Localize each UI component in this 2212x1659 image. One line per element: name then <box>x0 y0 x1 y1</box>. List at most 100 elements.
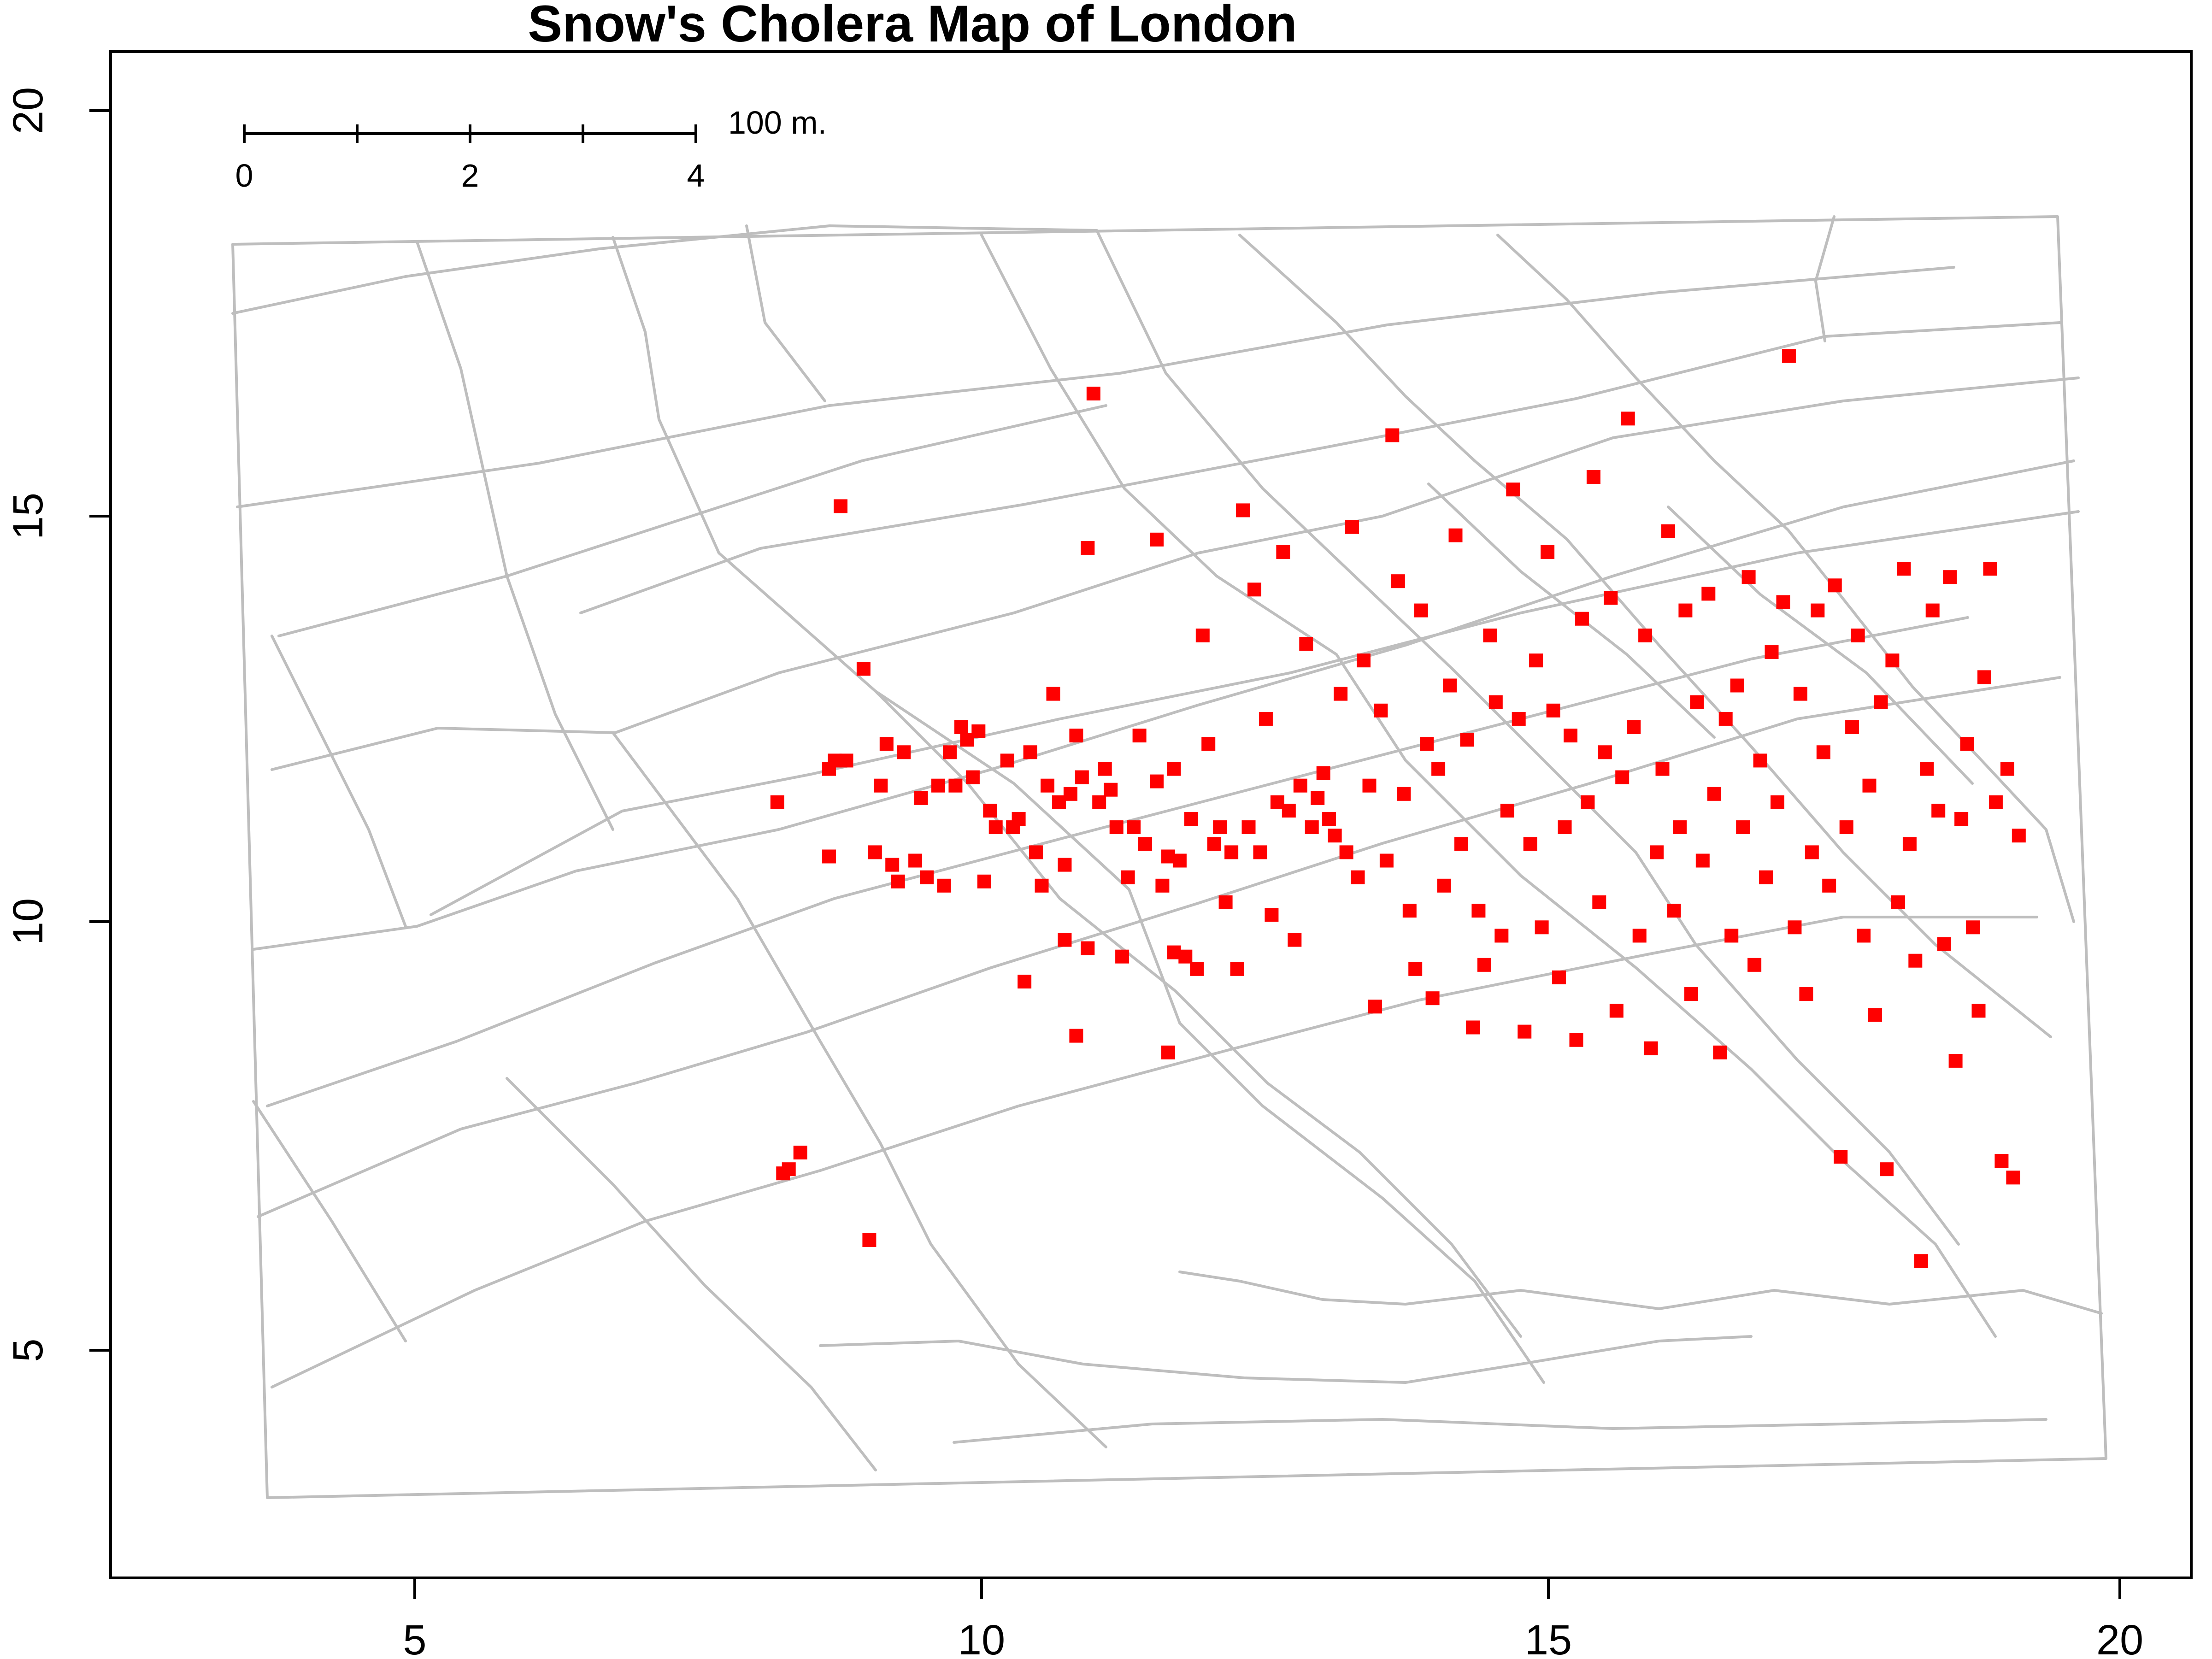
death-marker <box>793 1146 807 1159</box>
death-marker <box>1627 720 1641 734</box>
death-marker <box>1224 845 1239 859</box>
death-marker <box>1741 570 1756 584</box>
street <box>1496 234 2075 923</box>
death-marker <box>1747 958 1762 972</box>
death-marker <box>914 791 928 805</box>
death-marker <box>1799 987 1813 1001</box>
death-marker <box>1839 820 1853 835</box>
death-marker <box>1730 678 1744 693</box>
death-marker <box>1828 578 1842 593</box>
death-marker <box>1977 670 1991 684</box>
death-marker <box>1695 853 1710 868</box>
street <box>980 234 1997 1338</box>
death-marker <box>868 845 882 859</box>
death-marker <box>1408 962 1423 976</box>
death-marker <box>1397 787 1411 801</box>
street <box>266 616 1969 1107</box>
death-marker <box>1075 770 1089 784</box>
death-marker <box>1316 766 1330 780</box>
death-marker <box>2006 1171 2020 1185</box>
death-marker <box>1466 1020 1480 1035</box>
death-marker <box>1236 503 1250 518</box>
death-marker <box>948 778 963 793</box>
death-marker <box>983 804 997 818</box>
death-marker <box>1351 870 1365 884</box>
street <box>257 676 2061 1218</box>
death-marker <box>1880 1162 1894 1177</box>
street <box>612 236 1545 1384</box>
death-marker <box>862 1233 877 1247</box>
death-marker <box>1460 733 1474 747</box>
street <box>277 404 1107 637</box>
death-marker <box>1983 562 1997 576</box>
death-marker <box>1138 837 1152 851</box>
death-marker <box>1575 612 1589 626</box>
death-marker <box>1322 812 1336 826</box>
chart-title: Snow's Cholera Map of London <box>528 0 1297 53</box>
death-marker <box>1811 603 1825 618</box>
y-tick-label: 15 <box>5 493 52 540</box>
death-marker <box>1960 737 1974 751</box>
death-marker <box>1098 762 1112 776</box>
death-marker <box>1391 574 1405 588</box>
death-marker <box>1282 804 1296 818</box>
death-marker <box>1914 1254 1928 1268</box>
death-marker <box>1063 787 1077 801</box>
death-marker <box>2012 829 2026 843</box>
death-marker <box>920 870 934 884</box>
death-marker <box>1765 645 1779 659</box>
death-marker <box>839 753 853 768</box>
death-marker <box>1902 837 1917 851</box>
death-marker <box>1207 837 1221 851</box>
death-marker <box>2000 762 2014 776</box>
death-marker <box>1023 745 1037 759</box>
death-marker <box>1690 695 1704 709</box>
death-marker <box>1615 770 1630 784</box>
death-marker <box>1247 582 1261 597</box>
death-marker <box>1374 703 1388 718</box>
death-marker <box>1541 545 1555 559</box>
death-marker <box>1994 1154 2009 1168</box>
study-area-boundary <box>231 215 2107 1499</box>
street <box>745 224 826 402</box>
death-marker <box>971 724 986 738</box>
death-marker <box>834 499 847 513</box>
death-marker <box>1218 895 1233 909</box>
scale-bar-tick-label: 2 <box>461 158 479 194</box>
street <box>271 916 2038 1388</box>
death-marker <box>988 820 1003 835</box>
death-marker <box>1667 904 1681 918</box>
death-marker <box>1357 653 1371 668</box>
death-marker <box>1109 820 1124 835</box>
death-marker <box>1161 1045 1175 1059</box>
scale-bar-tick-label: 0 <box>235 158 253 194</box>
death-marker <box>1368 1000 1382 1014</box>
death-marker <box>1529 653 1543 668</box>
death-marker <box>1362 778 1377 793</box>
death-marker <box>1678 603 1693 618</box>
death-marker <box>1718 712 1733 726</box>
death-marker <box>1782 349 1796 363</box>
street <box>953 1418 2047 1444</box>
death-marker <box>1943 570 1957 584</box>
death-marker <box>1334 687 1348 701</box>
death-marker <box>1931 804 1946 818</box>
street <box>1814 215 1835 342</box>
death-marker <box>1948 1053 1963 1068</box>
death-marker <box>937 878 951 893</box>
death-marker <box>1506 482 1520 497</box>
street <box>252 459 2075 951</box>
death-marker <box>1822 878 1836 893</box>
death-marker <box>1178 949 1193 964</box>
death-marker <box>1104 782 1118 797</box>
y-tick-label: 5 <box>5 1338 52 1362</box>
death-marker <box>1713 1045 1727 1059</box>
death-marker <box>1661 524 1675 538</box>
street <box>1427 482 1716 739</box>
death-marker <box>1414 603 1428 618</box>
death-marker <box>1420 737 1434 751</box>
death-marker <box>1776 595 1790 609</box>
death-marker <box>1966 920 1980 935</box>
death-marker <box>1788 920 1802 935</box>
